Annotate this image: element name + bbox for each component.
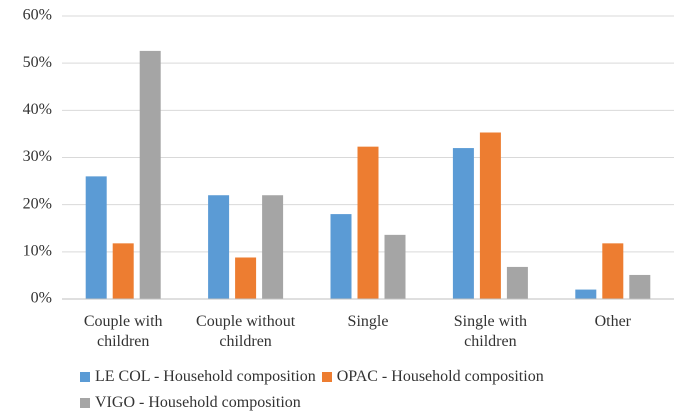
bar — [235, 257, 257, 299]
legend-label: LE COL - Household composition — [95, 368, 316, 385]
legend-swatch — [321, 372, 332, 382]
bar — [330, 214, 352, 299]
bar — [262, 195, 284, 299]
bar — [357, 146, 379, 299]
bar — [384, 234, 406, 299]
x-tick-label: Single — [347, 313, 389, 330]
bar — [602, 243, 624, 299]
legend-label: VIGO - Household composition — [95, 394, 301, 411]
y-tick-label: 40% — [23, 101, 52, 118]
y-tick-label: 0% — [31, 290, 52, 307]
bar — [112, 243, 134, 299]
y-tick-label: 30% — [23, 148, 52, 165]
x-tick-label: Couple with children — [83, 313, 163, 350]
bar — [506, 266, 528, 299]
x-tick-label: Other — [594, 313, 632, 330]
bar — [629, 274, 651, 299]
legend-label: OPAC - Household composition — [336, 368, 544, 385]
y-tick-label: 60% — [23, 7, 52, 24]
bar — [452, 148, 474, 299]
bar — [575, 289, 597, 299]
x-tick-label: Couple without children — [196, 313, 296, 350]
bar — [139, 50, 161, 299]
legend-item: LE COL - Household composition — [80, 364, 316, 390]
legend-item: OPAC - Household composition — [321, 364, 544, 390]
legend: LE COL - Household composition OPAC - Hou… — [80, 364, 640, 416]
y-tick-label: 20% — [23, 195, 52, 212]
x-tick-label: Single with children — [453, 313, 528, 350]
bar — [208, 195, 230, 299]
y-tick-label: 10% — [23, 243, 52, 260]
bar — [85, 176, 107, 299]
legend-swatch — [80, 372, 90, 382]
y-tick-label: 50% — [23, 54, 52, 71]
legend-item: VIGO - Household composition — [80, 390, 301, 416]
bar — [479, 132, 501, 299]
legend-swatch — [80, 398, 90, 408]
